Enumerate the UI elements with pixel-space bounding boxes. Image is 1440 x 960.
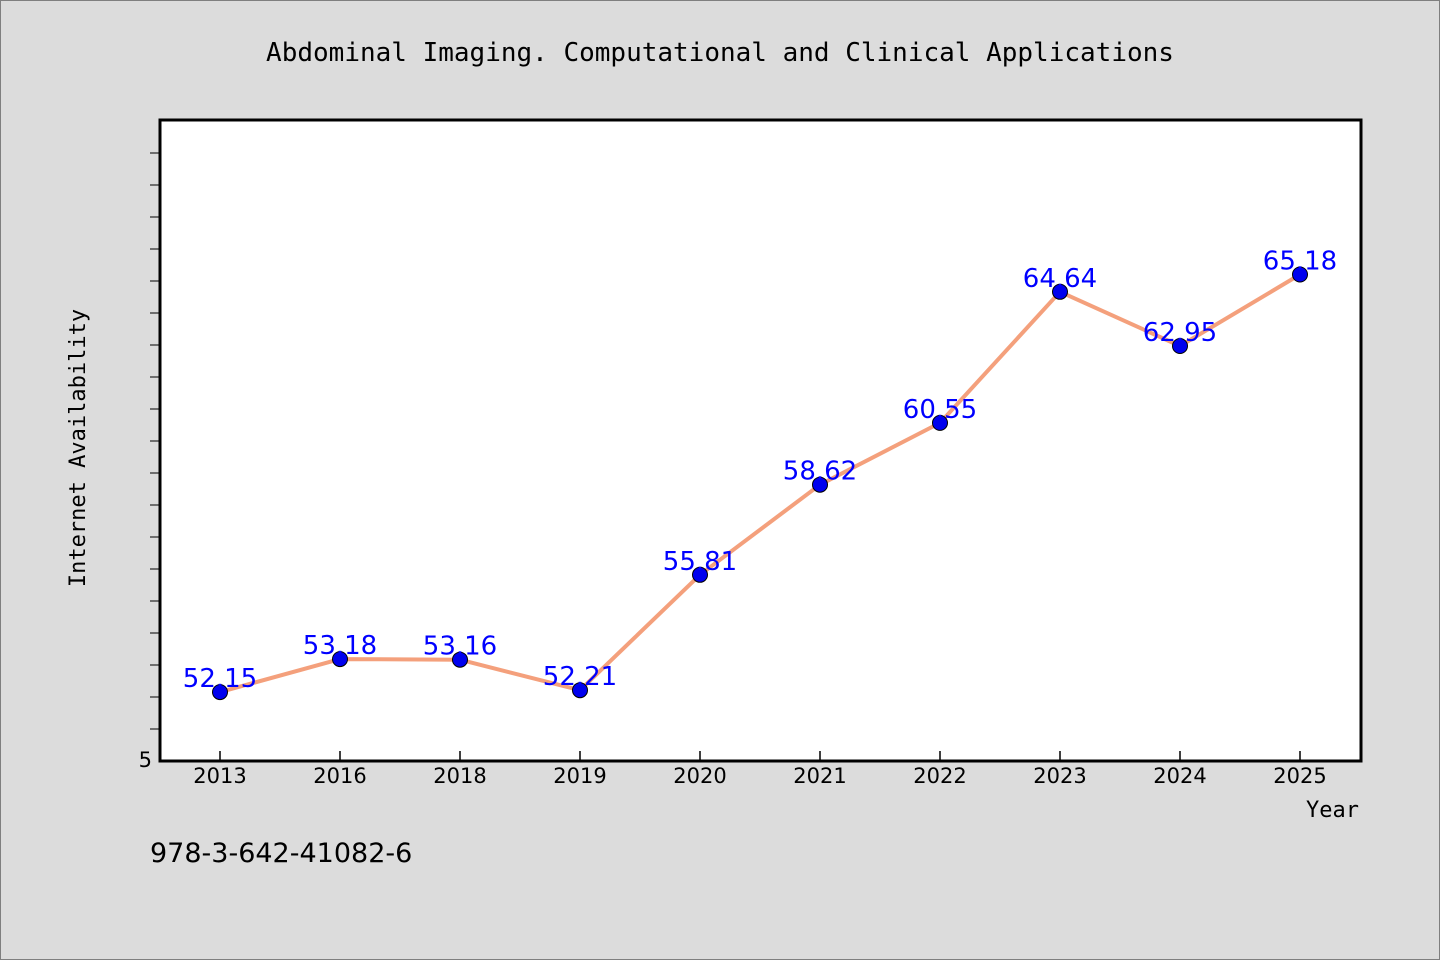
y-axis-ticks xyxy=(150,152,160,730)
y-axis-label: Internet Availability xyxy=(66,309,91,587)
data-point-2013 xyxy=(212,684,228,701)
data-label-2024: 62.95 xyxy=(1143,318,1217,348)
x-tick-label-2025: 2025 xyxy=(1273,764,1326,788)
chart-title: Abdominal Imaging. Computational and Cli… xyxy=(266,38,1174,68)
x-tick-label-2019: 2019 xyxy=(553,764,606,788)
x-tick-label-2013: 2013 xyxy=(193,764,246,788)
x-tick-label-2018: 2018 xyxy=(433,764,486,788)
data-point-2018 xyxy=(452,651,468,668)
series-group: 52.15 53.18 53.16 52.21 55.81 58.62 60.55 64.64… xyxy=(183,247,1337,701)
data-label-2022: 60.55 xyxy=(903,395,977,425)
data-label-2016: 53.18 xyxy=(303,631,377,661)
x-tick-label-2024: 2024 xyxy=(1153,764,1206,788)
x-tick-label-2020: 2020 xyxy=(673,764,726,788)
data-point-2025 xyxy=(1292,266,1308,283)
x-tick-label-2021: 2021 xyxy=(793,764,846,788)
x-axis-ticks: 2013 2016 2018 2019 2020 2021 2022 2023 2024 2025 xyxy=(193,751,1327,788)
data-label-2023: 64.64 xyxy=(1023,264,1097,294)
data-point-2023 xyxy=(1052,283,1068,300)
data-label-2019: 52.21 xyxy=(543,662,617,692)
data-point-2021 xyxy=(812,476,828,493)
data-point-2022 xyxy=(932,414,948,431)
data-label-2013: 52.15 xyxy=(183,664,257,694)
x-axis-label: Year xyxy=(1306,798,1359,823)
x-tick-label-2022: 2022 xyxy=(913,764,966,788)
data-label-2020: 55.81 xyxy=(663,547,737,577)
data-label-2025: 65.18 xyxy=(1263,247,1337,277)
y-tick-label: 5 xyxy=(139,748,152,772)
data-point-2020 xyxy=(692,566,708,583)
data-label-2021: 58.62 xyxy=(783,457,857,487)
plot-area xyxy=(158,118,1363,763)
footer-isbn: 978-3-642-41082-6 xyxy=(150,838,412,869)
x-tick-label-2023: 2023 xyxy=(1033,764,1086,788)
data-point-2019 xyxy=(572,682,588,699)
data-point-2016 xyxy=(332,651,348,668)
data-point-2024 xyxy=(1172,338,1188,354)
series-line xyxy=(218,272,1302,695)
x-tick-label-2016: 2016 xyxy=(313,764,366,788)
data-label-2018: 53.16 xyxy=(423,632,497,662)
